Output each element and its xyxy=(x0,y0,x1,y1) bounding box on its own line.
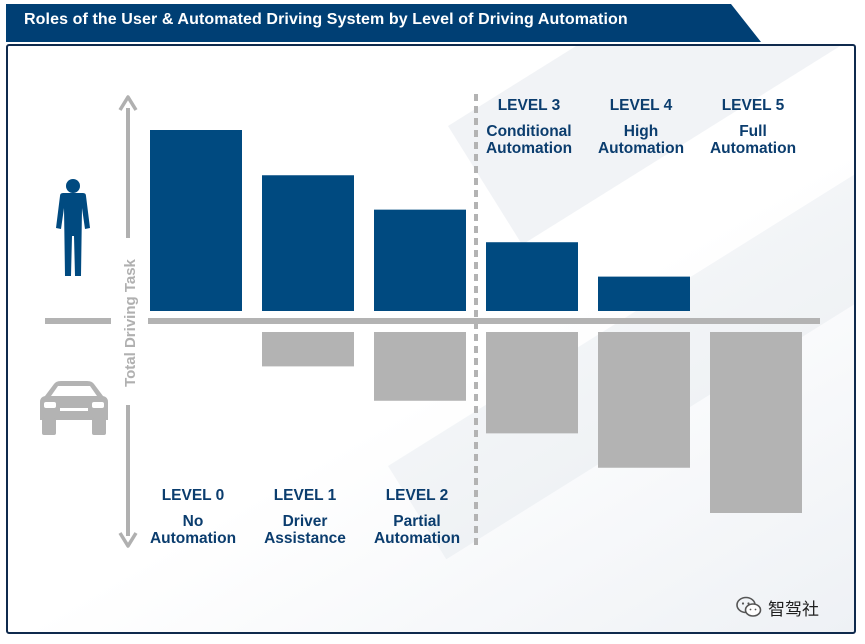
level-label-1: LEVEL 1 xyxy=(274,487,337,504)
system-bar-1 xyxy=(262,332,354,367)
system-bar-2 xyxy=(374,332,466,401)
car-grille xyxy=(60,408,88,411)
icons xyxy=(40,179,108,435)
level-description-4: High xyxy=(624,123,658,140)
system-bar-4 xyxy=(598,332,690,468)
level-description-4: Automation xyxy=(598,140,684,157)
axis-label: Total Driving Task xyxy=(122,258,139,386)
level-description-0: No xyxy=(183,513,204,530)
level-label-2: LEVEL 2 xyxy=(386,487,449,504)
car-icon xyxy=(40,381,108,435)
person-head xyxy=(66,179,80,193)
total-driving-task-axis: Total Driving Task xyxy=(45,94,820,548)
wechat-icon xyxy=(736,596,762,617)
system-bar-5 xyxy=(710,332,802,513)
level-description-5: Automation xyxy=(710,140,796,157)
user-bar-1 xyxy=(262,175,354,311)
level-description-3: Conditional xyxy=(486,123,571,140)
level-description-3: Automation xyxy=(486,140,572,157)
axis-arrow-up xyxy=(118,95,138,111)
level-description-2: Automation xyxy=(374,530,460,547)
watermark-text: 智驾社 xyxy=(768,599,819,619)
level-description-1: Assistance xyxy=(264,530,346,547)
user-bar-0 xyxy=(150,130,242,311)
level-description-5: Full xyxy=(739,123,767,140)
person-icon xyxy=(56,179,90,276)
car-wheel-left xyxy=(42,418,56,435)
chart-title: Roles of the User & Automated Driving Sy… xyxy=(24,11,628,28)
title-banner xyxy=(6,4,761,42)
level-label-3: LEVEL 3 xyxy=(498,97,561,114)
car-windshield xyxy=(51,386,97,396)
level-description-1: Driver xyxy=(283,513,328,530)
level-label-4: LEVEL 4 xyxy=(610,97,673,114)
baseline xyxy=(148,318,820,324)
axis-arrow-down xyxy=(118,532,138,548)
baseline-left xyxy=(45,318,111,324)
car-wheel-right xyxy=(92,418,106,435)
car-headlight-right xyxy=(92,402,104,408)
level-description-0: Automation xyxy=(150,530,236,547)
car-headlight-left xyxy=(44,402,56,408)
level-label-0: LEVEL 0 xyxy=(162,487,225,504)
user-bar-3 xyxy=(486,242,578,311)
user-bar-4 xyxy=(598,276,690,311)
watermark: 智驾社 xyxy=(736,594,819,620)
person-body xyxy=(56,193,90,276)
level-description-2: Partial xyxy=(393,513,440,530)
system-bar-3 xyxy=(486,332,578,434)
user-bar-2 xyxy=(374,209,466,311)
bars xyxy=(150,130,802,513)
level-label-5: LEVEL 5 xyxy=(722,97,785,114)
